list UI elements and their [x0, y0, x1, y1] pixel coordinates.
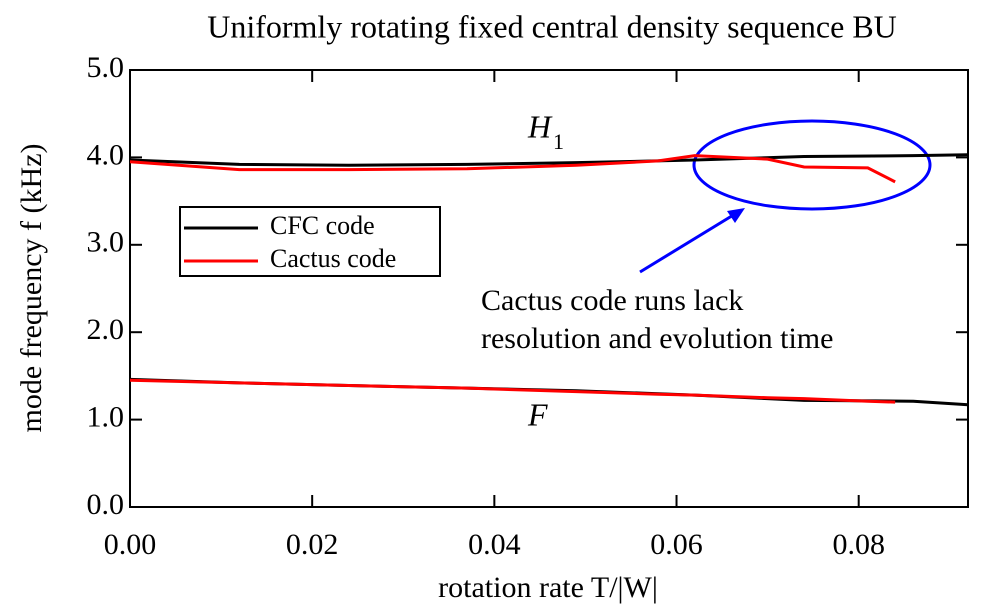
x-tick-label: 0.00 [104, 528, 157, 561]
annotation-h1-sub: 1 [553, 129, 564, 154]
arrow-head [727, 208, 745, 223]
y-tick-label: 1.0 [87, 400, 125, 433]
y-tick-label: 3.0 [87, 226, 125, 259]
annotation-note: resolution and evolution time [481, 322, 833, 355]
y-tick-label: 2.0 [87, 313, 125, 346]
x-tick-label: 0.02 [286, 528, 339, 561]
x-tick-label: 0.04 [468, 528, 521, 561]
y-tick-label: 5.0 [87, 51, 125, 84]
x-tick-label: 0.08 [832, 528, 885, 561]
x-tick-label: 0.06 [650, 528, 703, 561]
y-axis-label: mode frequency f (kHz) [15, 143, 48, 432]
legend-label: CFC code [270, 211, 375, 240]
series-line [129, 153, 969, 407]
chart-title: Uniformly rotating fixed central density… [207, 8, 897, 44]
highlight-ellipse [692, 119, 932, 211]
annotation-f: F [527, 396, 548, 432]
x-axis-label: rotation rate T/|W| [438, 571, 658, 604]
series-line [129, 154, 896, 404]
legend-label: Cactus code [270, 244, 396, 273]
annotation-h1: H [527, 108, 553, 144]
y-tick-label: 4.0 [87, 138, 125, 171]
y-tick-label: 0.0 [87, 488, 125, 521]
annotation-note: Cactus code runs lack [481, 284, 743, 317]
arrow-line [639, 212, 736, 274]
plot-frame [129, 69, 969, 508]
legend-box [179, 206, 441, 277]
